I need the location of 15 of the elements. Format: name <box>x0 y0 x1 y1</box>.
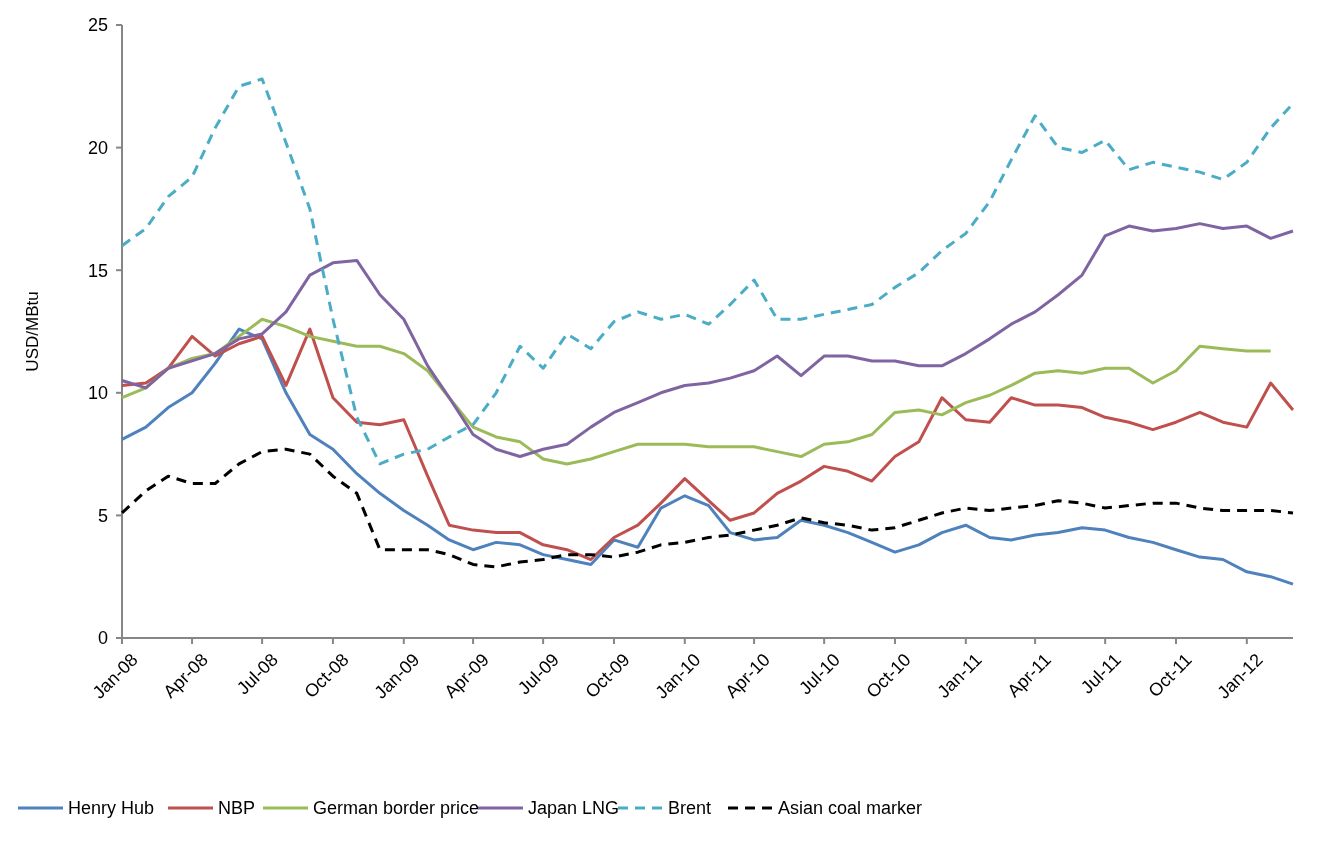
y-tick-label: 5 <box>97 505 108 526</box>
y-tick-label: 25 <box>87 15 108 36</box>
y-axis-title: USD/MBtu <box>23 291 42 372</box>
legend-label: NBP <box>218 798 256 819</box>
line-series <box>120 222 1295 459</box>
legend-label: Brent <box>668 798 712 819</box>
y-tick-label: 10 <box>87 383 108 404</box>
y-tick-label: 20 <box>87 137 108 158</box>
y-tick-label: 15 <box>87 260 108 281</box>
legend-label: German border price <box>313 798 480 819</box>
legend-label: Henry Hub <box>68 798 155 819</box>
line-series <box>120 447 1295 569</box>
y-tick-label: 0 <box>97 628 108 649</box>
legend-label: Asian coal marker <box>778 798 923 819</box>
legend-label: Japan LNG <box>528 798 620 819</box>
